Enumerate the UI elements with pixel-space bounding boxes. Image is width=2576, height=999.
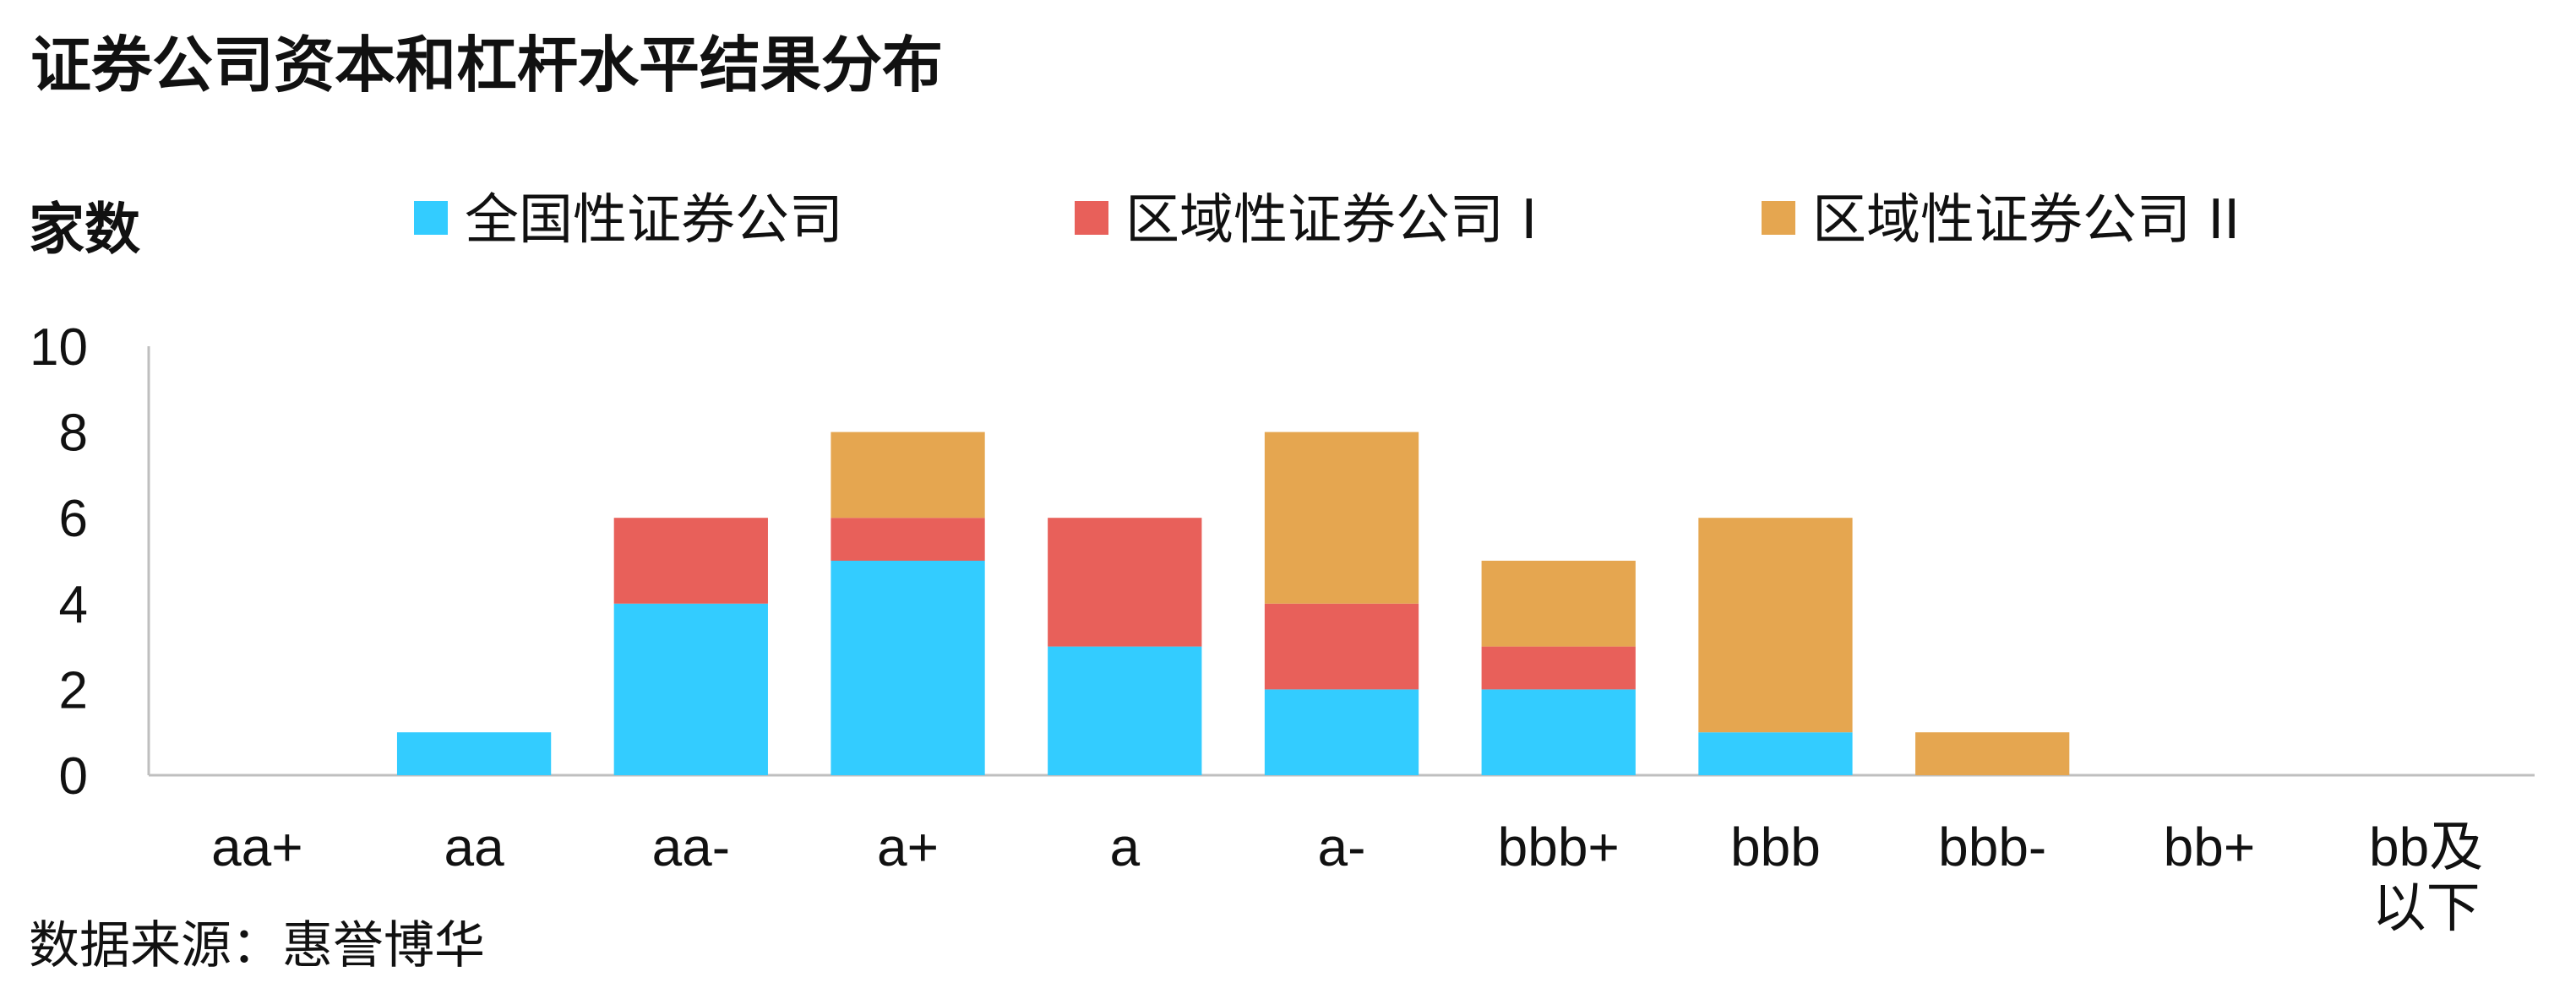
x-tick-label-1: aa	[444, 817, 504, 877]
bar-7-series-2	[1698, 518, 1853, 733]
bar-5-series-2	[1264, 432, 1419, 604]
x-tick-label-10: bb及以下	[2369, 817, 2483, 938]
x-tick-label-5: a-	[1318, 817, 1366, 877]
x-tick-label-2: aa-	[652, 817, 731, 877]
y-tick-label-5: 10	[30, 318, 88, 377]
x-tick-label-9: bb+	[2164, 817, 2256, 877]
bars	[396, 432, 2070, 775]
legend-label-1: 区域性证券公司 I	[1125, 189, 1537, 252]
x-axis-labels: aa+ aa aa-a+ a a-bbb+ bbb bbb-bb+ bb及以下	[211, 817, 2483, 938]
bar-2-series-1	[613, 518, 768, 604]
legend-swatch-1	[1075, 201, 1108, 235]
bar-8-series-2	[1915, 732, 2070, 775]
y-tick-label-4: 8	[59, 404, 88, 463]
y-axis-ticks: 0 2 4 6 8 10	[30, 318, 88, 806]
y-tick-label-1: 2	[59, 661, 88, 719]
bar-7-series-0	[1698, 732, 1853, 775]
x-tick-label-7: bbb	[1730, 817, 1821, 877]
bar-3-series-0	[831, 561, 985, 775]
bar-1-series-0	[396, 732, 552, 775]
x-tick-label-4: a	[1109, 817, 1140, 877]
x-tick-label-3: a+	[877, 817, 939, 877]
bar-3-series-1	[831, 518, 985, 561]
bar-5-series-0	[1264, 689, 1419, 775]
legend-swatch-0	[414, 201, 448, 235]
legend: 全国性证券公司 区域性证券公司 I 区域性证券公司 II	[414, 189, 2240, 252]
bar-3-series-2	[831, 432, 985, 519]
bar-6-series-2	[1481, 561, 1636, 647]
x-tick-label-8: bbb-	[1938, 817, 2046, 877]
legend-label-0: 全国性证券公司	[465, 189, 843, 252]
bar-4-series-1	[1048, 518, 1202, 647]
source-note: 数据来源：惠誉博华	[29, 916, 485, 975]
y-tick-label-0: 0	[59, 747, 88, 806]
y-tick-label-2: 4	[59, 576, 88, 634]
bar-6-series-0	[1481, 689, 1636, 775]
y-tick-label-3: 6	[59, 490, 88, 548]
x-tick-label-0: aa+	[211, 817, 303, 877]
legend-swatch-2	[1762, 201, 1795, 235]
x-tick-label-6: bbb+	[1498, 817, 1620, 877]
bar-5-series-1	[1264, 603, 1419, 690]
bar-6-series-1	[1481, 646, 1636, 690]
bar-2-series-0	[613, 603, 768, 775]
bar-4-series-0	[1048, 646, 1202, 775]
chart-title: 证券公司资本和杠杆水平结果分布	[30, 30, 943, 100]
y-axis-label: 家数	[29, 197, 140, 262]
legend-label-2: 区域性证券公司 II	[1812, 189, 2240, 252]
